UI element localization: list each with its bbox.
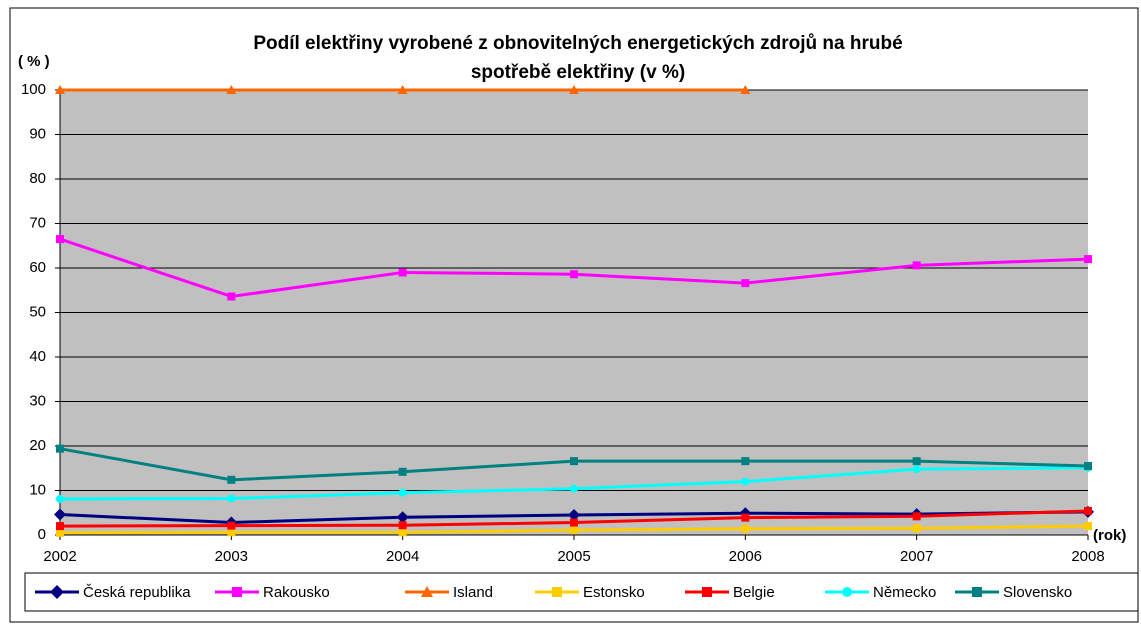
marker bbox=[232, 587, 242, 597]
marker bbox=[570, 526, 578, 535]
y-axis-label: ( % ) bbox=[18, 53, 50, 70]
marker bbox=[56, 235, 64, 244]
y-tick-label: 90 bbox=[29, 125, 46, 142]
x-axis-label: (rok) bbox=[1093, 527, 1126, 544]
y-tick-label: 20 bbox=[29, 437, 46, 454]
x-tick-label: 2008 bbox=[1071, 548, 1104, 565]
marker bbox=[1084, 522, 1092, 531]
x-tick-label: 2007 bbox=[900, 548, 933, 565]
chart-title: Podíl elektřiny vyrobené z obnovitelných… bbox=[253, 33, 902, 54]
marker bbox=[569, 85, 579, 94]
y-tick-label: 100 bbox=[21, 81, 46, 98]
y-tick-label: 50 bbox=[29, 303, 46, 320]
y-tick-label: 60 bbox=[29, 259, 46, 276]
y-tick-label: 30 bbox=[29, 392, 46, 409]
marker bbox=[912, 512, 921, 521]
marker bbox=[702, 587, 712, 597]
marker bbox=[54, 508, 66, 521]
marker bbox=[226, 85, 237, 94]
marker bbox=[741, 279, 750, 288]
marker bbox=[1084, 462, 1092, 471]
marker bbox=[398, 467, 407, 476]
x-tick-label: 2006 bbox=[729, 548, 762, 565]
marker bbox=[912, 261, 921, 270]
marker bbox=[56, 528, 64, 537]
marker bbox=[570, 457, 578, 466]
legend-label: Německo bbox=[873, 584, 936, 601]
marker bbox=[56, 522, 64, 531]
marker bbox=[1084, 506, 1092, 515]
x-tick-label: 2005 bbox=[557, 548, 590, 565]
marker bbox=[398, 488, 407, 497]
y-tick-label: 10 bbox=[29, 481, 46, 498]
marker bbox=[741, 457, 750, 466]
marker bbox=[227, 475, 236, 484]
legend-label: Island bbox=[453, 584, 493, 601]
marker bbox=[55, 85, 65, 94]
legend-label: Slovensko bbox=[1003, 584, 1072, 601]
marker bbox=[227, 521, 236, 530]
marker bbox=[912, 524, 921, 533]
y-tick-label: 40 bbox=[29, 348, 46, 365]
marker bbox=[570, 484, 578, 493]
marker bbox=[56, 444, 64, 453]
marker bbox=[552, 587, 562, 597]
y-tick-label: 80 bbox=[29, 170, 46, 187]
legend-label: Rakousko bbox=[263, 584, 330, 601]
x-tick-label: 2004 bbox=[386, 548, 419, 565]
legend-label: Česká republika bbox=[83, 584, 191, 601]
x-tick-label: 2002 bbox=[43, 548, 76, 565]
marker bbox=[56, 494, 64, 503]
x-tick-label: 2003 bbox=[215, 548, 248, 565]
y-tick-label: 70 bbox=[29, 214, 46, 231]
marker bbox=[912, 465, 921, 474]
marker bbox=[398, 521, 407, 530]
marker bbox=[568, 508, 580, 521]
marker bbox=[396, 511, 409, 524]
marker bbox=[227, 292, 236, 301]
chart-subtitle: spotřebě elektřiny (v %) bbox=[471, 62, 685, 83]
marker bbox=[421, 586, 433, 597]
marker bbox=[227, 494, 236, 503]
marker bbox=[741, 513, 750, 522]
marker bbox=[972, 587, 982, 597]
marker bbox=[570, 518, 578, 527]
marker bbox=[741, 524, 750, 533]
marker bbox=[741, 477, 750, 486]
marker bbox=[398, 268, 407, 277]
marker bbox=[397, 85, 408, 94]
marker bbox=[1084, 255, 1092, 264]
y-tick-label: 0 bbox=[38, 526, 46, 543]
legend-label: Belgie bbox=[733, 584, 775, 601]
marker bbox=[842, 587, 852, 597]
marker bbox=[912, 457, 921, 466]
marker bbox=[398, 528, 407, 537]
marker bbox=[227, 528, 236, 537]
legend-label: Estonsko bbox=[583, 584, 645, 601]
marker bbox=[50, 585, 64, 599]
marker bbox=[740, 85, 751, 94]
legend-box bbox=[24, 572, 1139, 612]
marker bbox=[570, 270, 578, 279]
